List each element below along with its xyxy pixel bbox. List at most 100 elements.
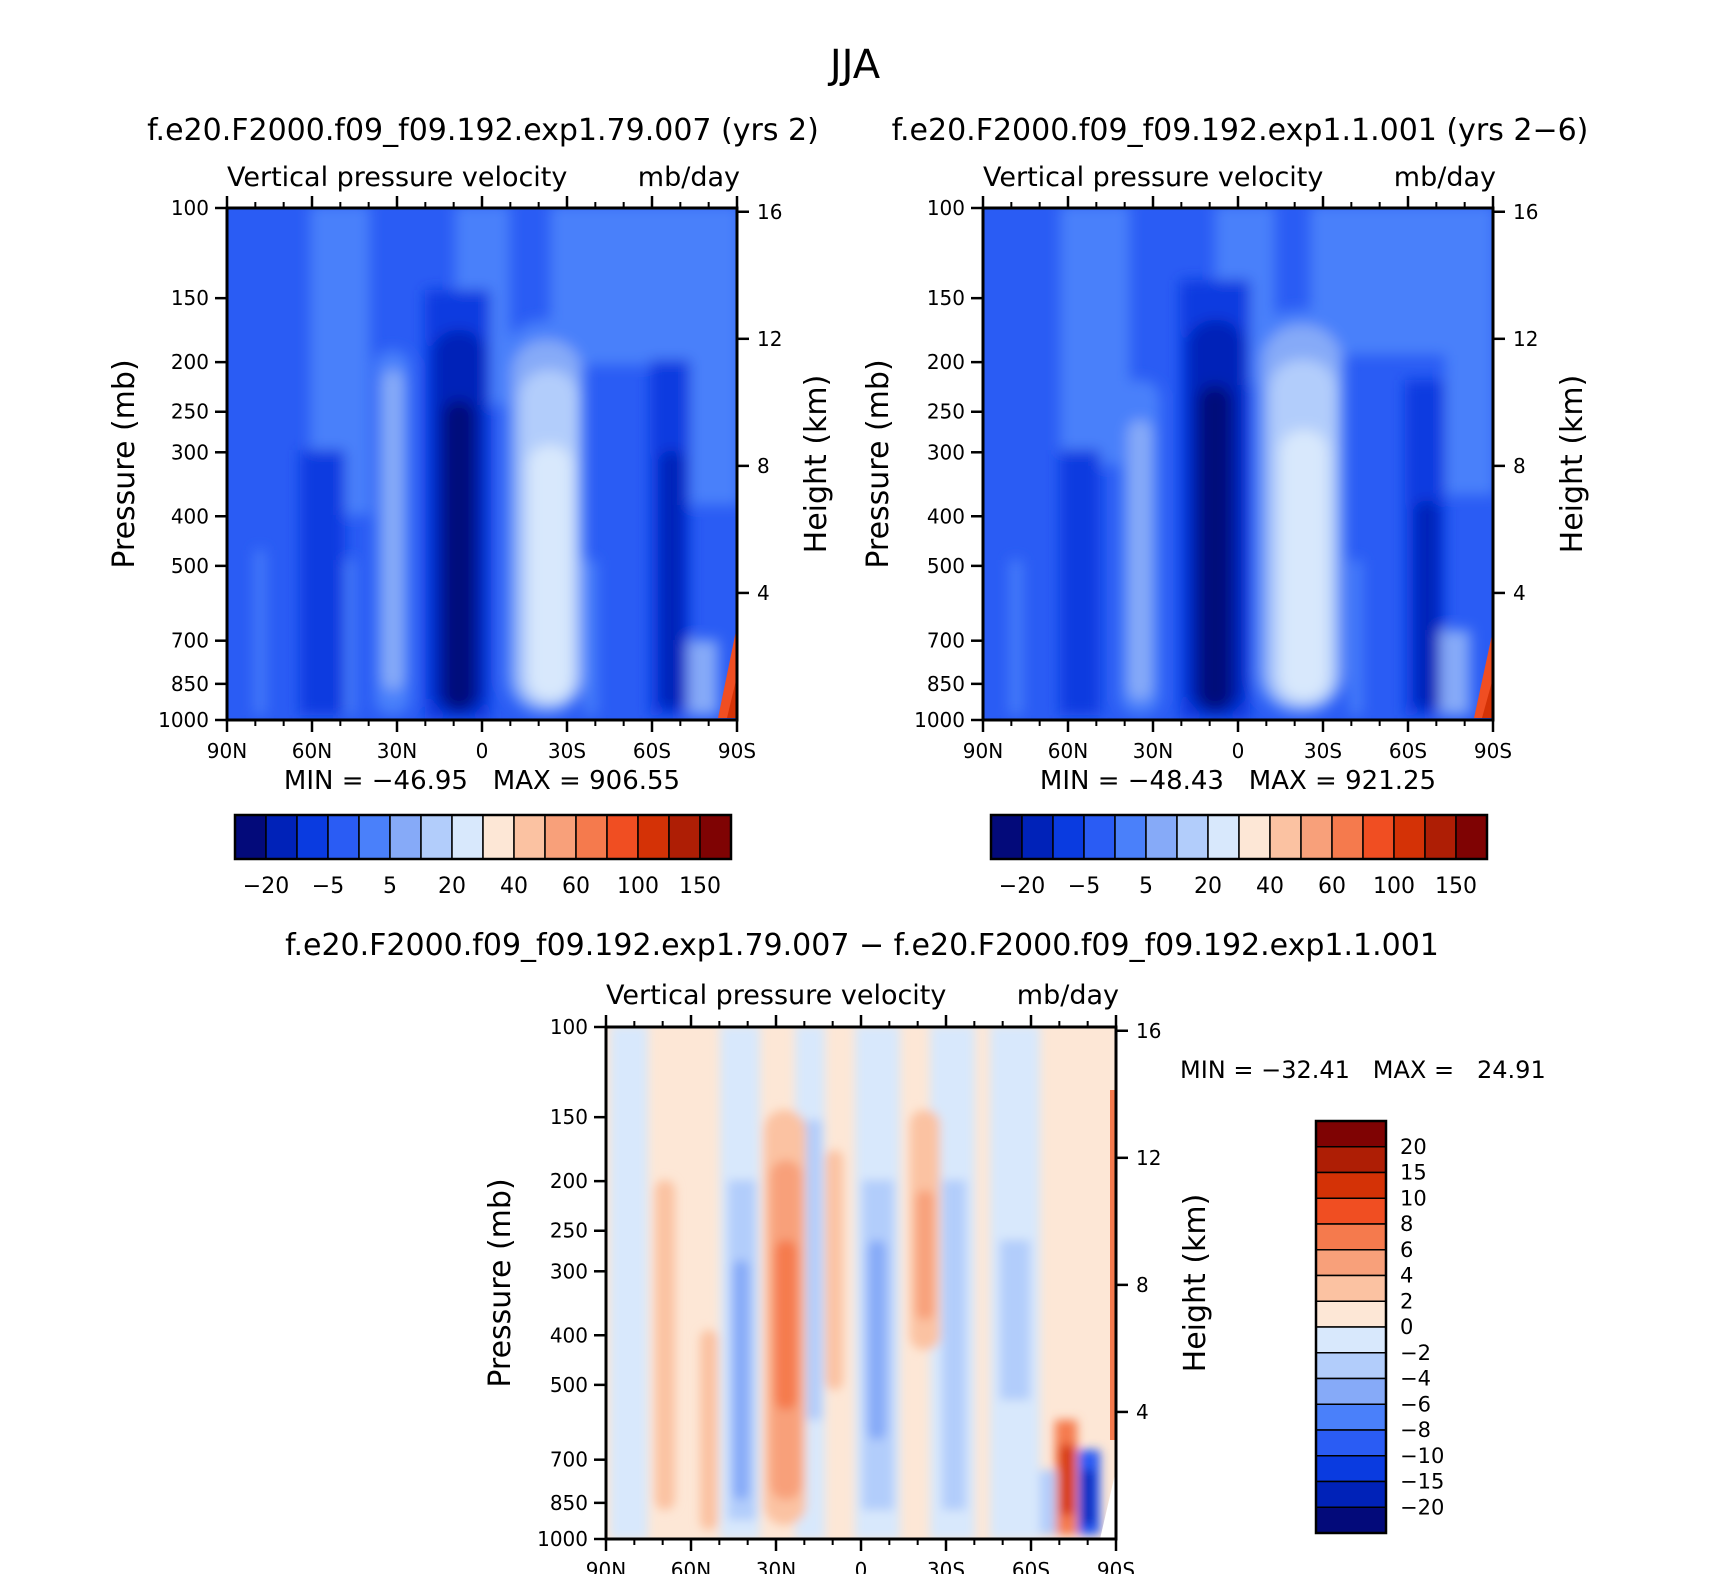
x-tick-label: 90N bbox=[207, 739, 247, 763]
panel-3-ylabel2: Height (km) bbox=[1178, 1194, 1213, 1373]
y-tick-label: 400 bbox=[550, 1323, 588, 1347]
y-tick-label: 150 bbox=[927, 286, 965, 310]
x-tick-label: 60N bbox=[671, 1558, 711, 1574]
y-tick-label: 1000 bbox=[914, 708, 965, 732]
y2-tick-label: 16 bbox=[757, 200, 782, 224]
colorbar-swatch bbox=[1331, 814, 1364, 860]
colorbar-swatch bbox=[1315, 1249, 1387, 1277]
colorbar-swatch bbox=[1315, 1274, 1387, 1302]
colorbar-swatch bbox=[1315, 1352, 1387, 1380]
colorbar-label: −5 bbox=[1068, 874, 1100, 899]
colorbar-swatch bbox=[296, 814, 329, 860]
colorbar-frame bbox=[1314, 1119, 1388, 1535]
y-tick-label: 200 bbox=[550, 1169, 588, 1193]
x-tick-label: 60N bbox=[292, 739, 332, 763]
panel-3-blob bbox=[1060, 1445, 1074, 1515]
x-tick-label: 0 bbox=[1232, 739, 1245, 763]
x-tick-label: 30S bbox=[1304, 739, 1342, 763]
panel-2-blob bbox=[1060, 208, 1130, 465]
colorbar-swatch bbox=[420, 814, 453, 860]
y-tick-label: 300 bbox=[171, 440, 209, 464]
panel-3-polar-strip bbox=[1110, 1090, 1116, 1440]
panel-3-field bbox=[606, 1027, 1116, 1539]
colorbar-label: −10 bbox=[1400, 1444, 1444, 1468]
colorbar-swatch bbox=[1315, 1326, 1387, 1354]
panel-3-blob bbox=[655, 1180, 675, 1510]
y2-tick-label: 12 bbox=[757, 327, 782, 351]
colorbar-label: 4 bbox=[1400, 1264, 1413, 1288]
panel-2-min-max: MIN = −48.43 MAX = 921.25 bbox=[1040, 766, 1436, 796]
colorbar-label: 5 bbox=[383, 874, 397, 899]
colorbar-label: 60 bbox=[1318, 874, 1346, 899]
panel-1-blob bbox=[345, 560, 355, 715]
panel-1-blob bbox=[382, 370, 404, 690]
y-tick-label: 500 bbox=[927, 554, 965, 578]
panel-2-ylabel: Pressure (mb) bbox=[861, 359, 896, 568]
y-tick-label: 100 bbox=[171, 196, 209, 220]
panel-3-blob bbox=[942, 1180, 966, 1510]
colorbar-label: 20 bbox=[1194, 874, 1222, 899]
panel-1-ylabel: Pressure (mb) bbox=[107, 359, 142, 568]
y2-tick-label: 8 bbox=[1136, 1273, 1149, 1297]
panel-1-blob bbox=[660, 450, 684, 710]
y-tick-label: 500 bbox=[550, 1373, 588, 1397]
panel-3-blob bbox=[1082, 1470, 1094, 1525]
colorbar-swatch bbox=[1315, 1377, 1387, 1405]
colorbar-label: −4 bbox=[1400, 1367, 1431, 1391]
panel-2-blob bbox=[1060, 450, 1100, 715]
x-tick-label: 60S bbox=[1012, 1558, 1050, 1574]
panel-1-ylabel2: Height (km) bbox=[799, 375, 834, 554]
y2-tick-label: 8 bbox=[1513, 454, 1526, 478]
panel-1-polar-hotspot bbox=[727, 676, 737, 718]
colorbar-label: 20 bbox=[438, 874, 466, 899]
y-tick-label: 250 bbox=[171, 400, 209, 424]
panel-2-blob bbox=[1415, 500, 1439, 710]
colorbar-swatch bbox=[1315, 1506, 1387, 1534]
y-tick-label: 400 bbox=[171, 504, 209, 528]
y2-tick-label: 4 bbox=[1136, 1400, 1149, 1424]
colorbar-label: 150 bbox=[679, 874, 721, 899]
x-tick-label: 30N bbox=[1133, 739, 1173, 763]
colorbar-label: 20 bbox=[1400, 1135, 1427, 1159]
colorbar-swatch bbox=[1052, 814, 1085, 860]
panel-1-blob bbox=[300, 450, 345, 715]
y-tick-label: 700 bbox=[927, 629, 965, 653]
colorbar-swatch bbox=[327, 814, 360, 860]
colorbar-label: 100 bbox=[1373, 874, 1415, 899]
x-tick-label: 60S bbox=[1389, 739, 1427, 763]
panel-1-blob bbox=[690, 208, 737, 505]
x-tick-label: 90S bbox=[1097, 1558, 1135, 1574]
panel-1-blob bbox=[255, 550, 265, 715]
panel-1-min-max: MIN = −46.95 MAX = 906.55 bbox=[284, 766, 680, 796]
colorbar-label: 100 bbox=[617, 874, 659, 899]
y-tick-label: 850 bbox=[550, 1491, 588, 1515]
colorbar-label: 40 bbox=[500, 874, 528, 899]
panel-1-blob bbox=[688, 640, 718, 715]
y-tick-label: 150 bbox=[550, 1105, 588, 1129]
y-tick-label: 200 bbox=[171, 350, 209, 374]
x-tick-label: 90N bbox=[586, 1558, 626, 1574]
panel-1-blob bbox=[585, 560, 597, 715]
y-tick-label: 300 bbox=[927, 440, 965, 464]
colorbar-label: 8 bbox=[1400, 1212, 1413, 1236]
panel-3: f.e20.F2000.f09_f09.192.exp1.79.007 − f.… bbox=[285, 928, 1546, 1574]
y-tick-label: 1000 bbox=[158, 708, 209, 732]
y-tick-label: 100 bbox=[927, 196, 965, 220]
panel-2-blob bbox=[1128, 420, 1152, 700]
colorbar-swatch bbox=[1315, 1300, 1387, 1328]
colorbar-swatch bbox=[1424, 814, 1457, 860]
panel-2-field bbox=[983, 208, 1493, 720]
x-tick-label: 0 bbox=[855, 1558, 868, 1574]
panel-1-polar-hotspot bbox=[718, 626, 737, 718]
colorbar-label: 6 bbox=[1400, 1238, 1413, 1262]
colorbar-label: 10 bbox=[1400, 1186, 1427, 1210]
y2-tick-label: 16 bbox=[1513, 200, 1538, 224]
panel-2-subtitle-left: Vertical pressure velocity bbox=[983, 162, 1323, 193]
y-tick-label: 200 bbox=[927, 350, 965, 374]
colorbar-swatch bbox=[544, 814, 577, 860]
panel-3-blob bbox=[610, 1027, 648, 1539]
colorbar-label: 60 bbox=[562, 874, 590, 899]
y2-tick-label: 12 bbox=[1136, 1146, 1161, 1170]
y-tick-label: 250 bbox=[927, 400, 965, 424]
